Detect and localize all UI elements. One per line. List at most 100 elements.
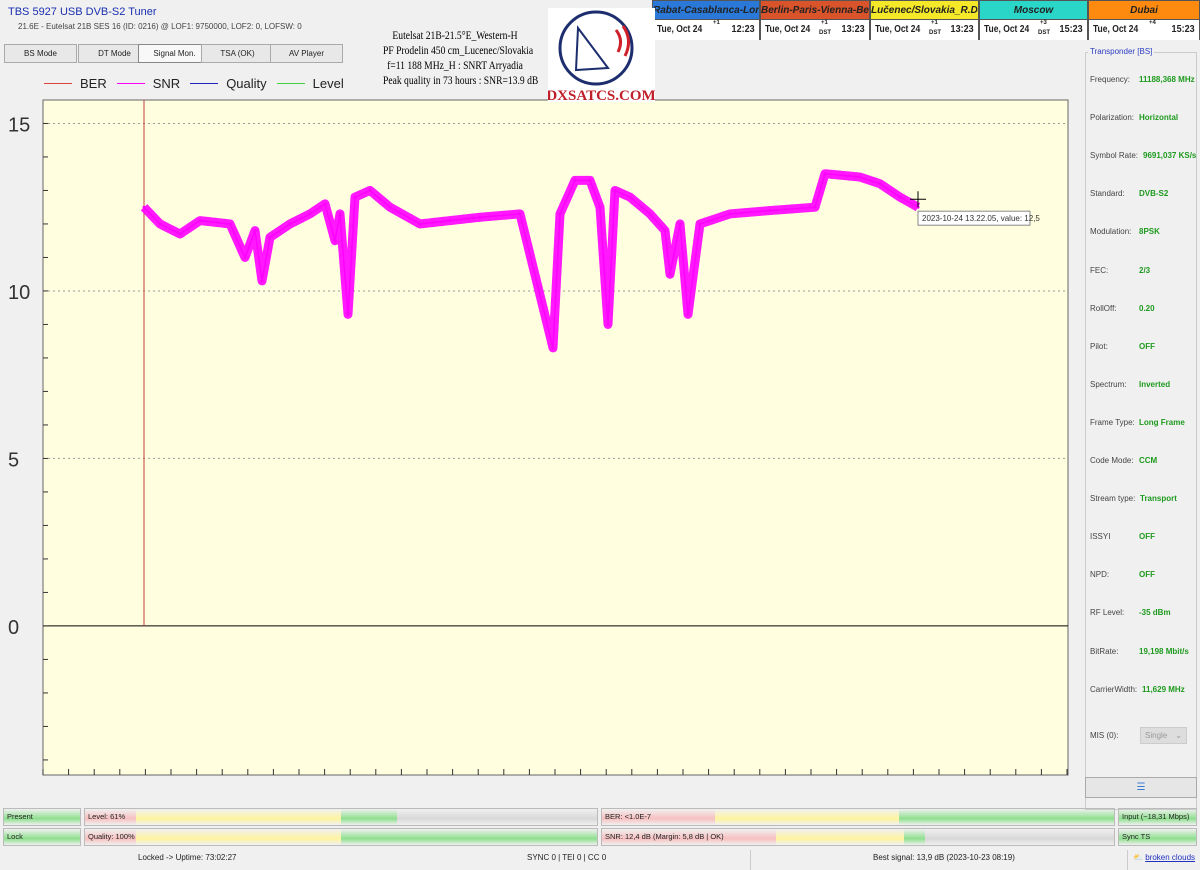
bar-segment (904, 829, 925, 845)
snr-point (323, 202, 327, 206)
transponder-panel: Transponder [BS] Frequency: 11188,368 MHz… (1083, 42, 1200, 810)
clock-date: Tue, Oct 24 (657, 24, 703, 35)
snr-bar: SNR: 12,4 dB (Margin: 5,8 dB | OK) (601, 828, 1115, 846)
sync-indicator: Sync TS (1118, 828, 1197, 846)
clock-date: Tue, Oct 24 (875, 24, 921, 35)
row-label: Standard: (1090, 189, 1125, 199)
clock-city: Lučenec/Slovakia_R.Dávid (871, 1, 978, 20)
overlay-line: Peak quality in 73 hours : SNR=13.9 dB (383, 73, 539, 87)
snr-point (478, 215, 482, 219)
row-label: ISSYI (1090, 532, 1111, 542)
snr-point (551, 346, 555, 350)
row-label: CarrierWidth: (1090, 684, 1138, 694)
clock-offset: +1 (931, 20, 938, 26)
bar-segment (1119, 809, 1196, 825)
bar-label: Quality: 100% (88, 832, 135, 841)
row-label: Code Mode: (1090, 456, 1134, 465)
snr-point (558, 212, 562, 216)
overlay-caption: Eutelsat 21B-21.5°E_Western-H PF Prodeli… (365, 28, 545, 88)
bar-segment (898, 809, 1114, 825)
list-icon: ☰ (1136, 782, 1146, 793)
snr-point (448, 219, 452, 223)
row-label: Modulation: (1090, 227, 1132, 237)
transponder-row: FEC: 2/3 (1090, 266, 1200, 275)
row-label: RollOff: (1090, 303, 1117, 313)
bar-segment (136, 829, 341, 845)
snr-point (573, 178, 577, 182)
snr-point (418, 222, 422, 226)
row-value: Long Frame (1139, 417, 1185, 427)
present-indicator: Present (3, 808, 81, 826)
weather-link[interactable]: ⛅ broken clouds (1133, 853, 1195, 862)
weather-text: broken clouds (1145, 853, 1196, 862)
row-value: 8PSK (1139, 227, 1160, 237)
plot-area (42, 99, 1069, 776)
transponder-row: Polarization: Horizontal (1090, 113, 1200, 122)
uptime-status: Locked -> Uptime: 73:02:27 (138, 853, 237, 862)
clock-date: Tue, Oct 24 (765, 24, 811, 35)
legend-label: Quality (226, 76, 267, 91)
snr-point (686, 312, 690, 316)
snr-point (353, 195, 357, 199)
overlay-line: PF Prodelin 450 cm_Lucenec/Slovakia (383, 43, 534, 57)
transponder-header: Transponder [BS] (1088, 47, 1155, 56)
list-view-button[interactable]: ☰ (1085, 777, 1197, 798)
snr-point (243, 255, 247, 259)
bar-label: Level: 61% (88, 812, 126, 821)
snr-point (813, 205, 817, 209)
mis-label: MIS (0): (1090, 731, 1119, 740)
row-value: OFF (1139, 341, 1155, 351)
tab-tsa-ok[interactable]: TSA (OK) (201, 44, 274, 63)
row-value: 2/3 (1139, 265, 1151, 275)
row-label: Pilot: (1090, 341, 1108, 351)
snr-point (678, 222, 682, 226)
mis-select[interactable]: Single ⌄ (1140, 727, 1187, 744)
row-value: DVB-S2 (1139, 189, 1169, 199)
clock-offset: +3 (1040, 20, 1047, 26)
row-value: CCM (1139, 456, 1158, 465)
transponder-row: Pilot: OFF (1090, 342, 1200, 351)
snr-point (698, 222, 702, 226)
legend-swatch (276, 83, 305, 84)
legend-item: Quality (190, 76, 267, 91)
legend-label: Level (312, 76, 344, 91)
world-clock: Moscow Tue, Oct 24 +3 DST 15:23 (979, 0, 1088, 40)
snr-point (613, 188, 617, 192)
row-label: Polarization: (1090, 113, 1135, 123)
tooltip-box (917, 210, 1031, 226)
bar-segment (85, 809, 137, 825)
row-label: Spectrum: (1090, 379, 1127, 389)
clock-offset: +1 (713, 20, 720, 26)
chevron-down-icon: ⌄ (1175, 731, 1182, 740)
clock-offset: +4 (1149, 20, 1156, 26)
row-label: NPD: (1090, 570, 1110, 580)
legend-swatch (116, 83, 145, 84)
snr-point (668, 272, 672, 276)
snr-point (878, 182, 882, 186)
mis-value: Single (1145, 731, 1168, 740)
transponder-row: NPD: OFF (1090, 570, 1200, 579)
snr-point (628, 195, 632, 199)
overlay-line: f=11 188 MHz_H : SNRT Arryadia (387, 58, 523, 72)
bar-label: Sync TS (1122, 832, 1151, 841)
legend-swatch (190, 83, 219, 84)
input-indicator: Input (~18,31 Mbps) (1118, 808, 1197, 826)
snr-point (768, 209, 772, 213)
clock-dst: DST (819, 30, 831, 36)
bar-label: Present (7, 812, 33, 821)
row-label: Frequency: (1090, 75, 1131, 84)
best-signal-status: Best signal: 13,9 dB (2023-10-23 08:19) (873, 853, 1015, 862)
tab-bs-mode[interactable]: BS Mode (4, 44, 77, 63)
row-label: FEC: (1090, 265, 1109, 275)
snr-point (178, 232, 182, 236)
tab-av-player[interactable]: AV Player (270, 44, 343, 63)
clock-city: Moscow (980, 1, 1087, 20)
clock-time: 15:23 (1059, 24, 1083, 35)
transponder-row: ISSYI OFF (1090, 532, 1200, 541)
transponder-row: Standard: DVB-S2 (1090, 189, 1200, 198)
dxsatcs-logo: DXSATCS.COM (546, 8, 656, 104)
bar-segment (397, 809, 597, 825)
snr-point (728, 212, 732, 216)
clock-time: 12:23 (731, 24, 755, 35)
y-tick-label: 15 (8, 114, 30, 136)
